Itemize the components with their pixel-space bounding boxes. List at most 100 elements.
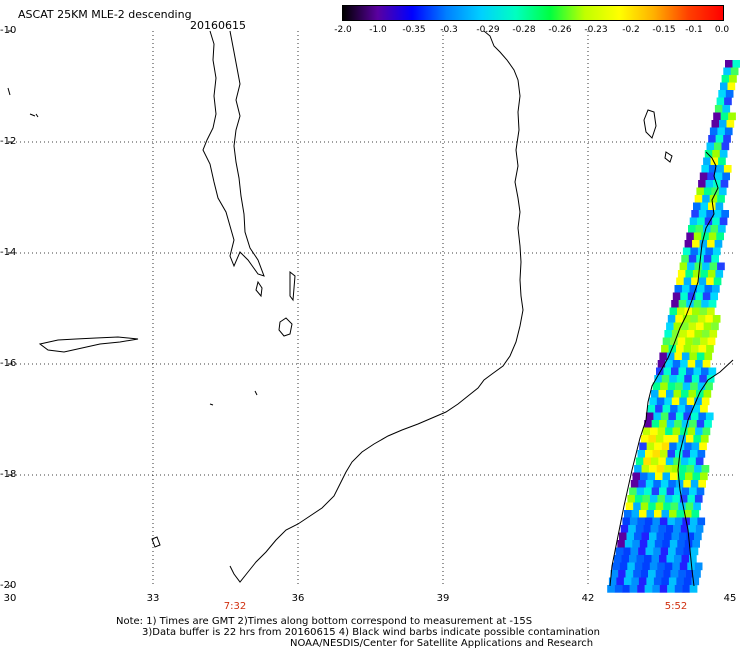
swath-cell <box>701 330 710 338</box>
swath-cell <box>712 247 721 256</box>
swath-cell <box>708 135 716 143</box>
cb-label: -0.1 <box>685 25 703 35</box>
swath-cell <box>671 330 680 338</box>
cb-label: -0.23 <box>584 25 608 35</box>
swath-cell <box>659 487 667 496</box>
swath-cell <box>691 345 699 353</box>
swath-cell <box>672 292 681 301</box>
swath-cell <box>659 420 667 428</box>
swath-cell <box>664 465 672 473</box>
swath-cell <box>717 262 725 271</box>
swath-cell <box>678 502 686 511</box>
swath-cell <box>677 270 686 278</box>
swath-cell <box>607 585 615 593</box>
swath-cell <box>680 427 688 436</box>
lat-tick-label: -20 <box>0 580 17 591</box>
swath-cell <box>713 112 721 121</box>
swath-cell <box>637 450 646 458</box>
swath-cell <box>681 255 689 263</box>
swath-cell <box>636 487 645 496</box>
swath-cell <box>686 367 694 376</box>
swath-cell <box>642 562 650 571</box>
swath-cell <box>705 412 714 421</box>
swath-cell <box>715 135 724 143</box>
swath-cell <box>679 262 688 271</box>
swath-cell <box>653 547 661 556</box>
swath-cell <box>707 337 716 346</box>
swath-cell <box>641 465 650 473</box>
swath-cell <box>646 442 655 451</box>
swath-cell <box>701 367 709 376</box>
swath-cell <box>701 465 710 473</box>
swath-cell <box>701 397 710 406</box>
swath-cell <box>670 435 679 443</box>
swath-cell <box>652 517 661 526</box>
swath-cell <box>687 495 696 503</box>
swath-cell <box>648 435 657 443</box>
swath-cell <box>694 562 703 571</box>
swath-cell <box>614 585 623 593</box>
swath-cell <box>704 217 713 226</box>
swath-cell <box>678 367 687 376</box>
swath-cell <box>713 277 722 286</box>
cb-label: -0.2 <box>622 25 640 35</box>
swath-cell <box>681 487 690 496</box>
swath-cell <box>689 352 698 361</box>
swath-cell <box>657 360 666 368</box>
swath-cell <box>682 315 691 323</box>
swath-cell <box>662 540 670 548</box>
cb-label: -1.0 <box>369 25 387 35</box>
swath-cell <box>709 330 718 338</box>
swath-cell <box>679 532 687 541</box>
swath-cell <box>689 585 698 593</box>
swath-cell <box>677 405 686 413</box>
swath-cell <box>667 450 676 458</box>
swath-cell <box>692 270 701 278</box>
swath-cell <box>690 547 699 556</box>
swath-cell <box>660 382 668 391</box>
swath-cell <box>622 585 630 593</box>
swath-cell <box>667 315 676 323</box>
swath-cell <box>670 570 679 578</box>
swath-cell <box>702 360 711 368</box>
swath-cell <box>648 570 656 578</box>
swath-cell <box>710 157 719 166</box>
swath-cell <box>688 322 697 331</box>
swath-cell <box>665 360 673 368</box>
swath-cell <box>630 480 639 488</box>
swath-cell <box>716 232 724 241</box>
swath-cell <box>644 555 652 563</box>
swath-cell <box>685 502 694 511</box>
swath-cell <box>723 165 732 173</box>
swath-cell <box>618 570 626 578</box>
swath-cell <box>663 435 672 443</box>
swath-cell <box>717 127 726 136</box>
swath-cell <box>629 487 637 496</box>
swath-cell <box>662 337 671 346</box>
swath-cell <box>664 495 673 503</box>
swath-cell <box>684 540 693 548</box>
swath-cell <box>676 510 685 518</box>
swath-cell <box>706 142 715 151</box>
swath-cell <box>696 352 705 361</box>
swath-cell <box>694 495 703 503</box>
swath-cell <box>690 412 699 421</box>
swath-cell <box>616 577 625 586</box>
swath-cell <box>688 525 696 533</box>
swath-cell <box>704 285 713 293</box>
swath-cell <box>677 307 685 316</box>
swath-cell <box>679 330 688 338</box>
swath-cell <box>639 510 647 518</box>
swath-cell <box>674 285 683 293</box>
swath-cell <box>668 412 677 421</box>
swath-cell <box>688 390 697 398</box>
swath-cell <box>714 240 723 248</box>
swath-cell <box>670 472 678 481</box>
swath-cell <box>698 277 707 286</box>
swath-cell <box>678 300 687 308</box>
swath-cell <box>691 277 699 286</box>
swath-cell <box>692 405 701 413</box>
swath-cell <box>641 532 650 541</box>
swath-cell <box>711 187 720 196</box>
swath-cell <box>642 427 651 436</box>
